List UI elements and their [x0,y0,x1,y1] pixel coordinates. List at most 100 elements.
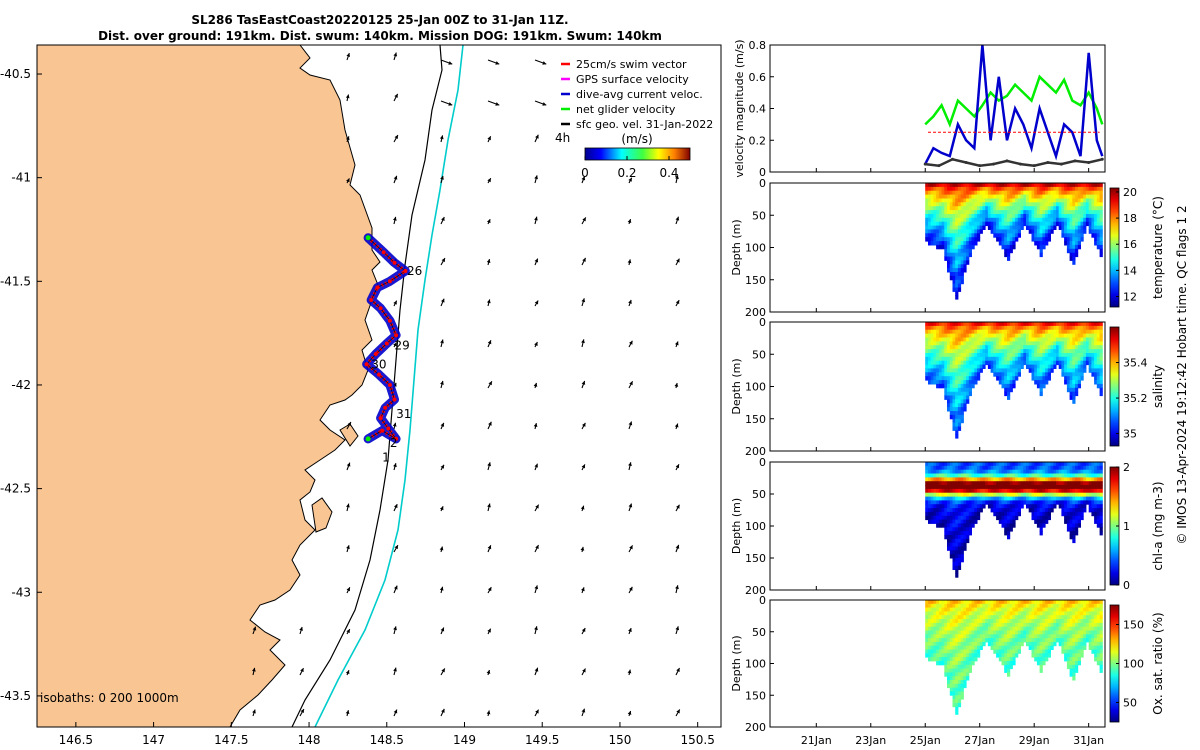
oxygen-cell [1094,611,1098,616]
temperature-cell [955,279,959,285]
oxygen-cell [1028,600,1032,605]
salinity-cell [971,322,975,327]
oxygen-cell [1015,638,1019,643]
chla-cell [941,492,945,497]
oxygen-cell [998,657,1002,662]
chla-cell [1047,465,1051,471]
temperature-cell [1072,256,1076,261]
chla-cell [1015,508,1019,513]
salinity-cell [933,353,937,358]
salinity-cell [941,364,945,369]
oxygen-cell [1066,657,1071,662]
salinity-cell [1009,349,1013,354]
oxygen-cell [977,626,981,631]
salinity-cell [1034,329,1038,335]
salinity-cell [952,426,956,431]
salinity-cell [947,395,951,400]
oxygen-cell [963,615,967,620]
chla-cell [1001,511,1005,517]
temperature-cell [1069,210,1073,215]
temperature-cell [955,206,959,211]
chla-cell [941,511,945,517]
oxygen-cell [949,626,953,631]
salinity-cell [933,333,937,338]
salinity-cell [1009,329,1013,335]
oxygen-cell [1050,607,1054,612]
salinity-cell [963,395,967,400]
temperature-cell [1099,244,1103,250]
temperature-cell [1099,248,1103,254]
oxygen-cell [1015,607,1019,612]
oxygen-cell [1020,603,1024,609]
salinity-cell [1031,356,1035,362]
salinity-cell [968,329,972,335]
oxygen-cell [977,619,981,624]
salinity-cell [938,383,943,389]
oxygen-cell [1026,638,1030,643]
current-vector-head [628,503,633,508]
chla-cell [955,542,959,547]
temperature-cell [1012,198,1016,203]
chla-cell [1053,462,1057,467]
temperature-cell [1028,210,1032,215]
salinity-cell [1042,333,1046,338]
temperature-cell [1075,202,1079,207]
oxygen-cell [971,657,975,662]
chla-cell [1075,531,1079,536]
temperature-cell [1066,202,1071,207]
chla-cell [1007,462,1011,467]
temperature-cell [1064,217,1068,223]
temperature-cell [957,248,962,254]
salinity-cell [1083,353,1087,358]
oxygen-cell [985,630,989,635]
chla-cell [1091,481,1095,486]
oxygen-cell [1031,653,1035,658]
chla-cell [1028,477,1032,482]
oxygen-cell [1036,630,1041,635]
oxygen-cell [1045,638,1049,643]
oxygen-cell [1056,630,1060,635]
temperature-cell [1042,202,1046,207]
temperature-cell [977,210,981,215]
oxygen-cell [1069,611,1073,616]
current-vector-head [346,587,350,592]
chla-cell [928,492,932,497]
chla-cell [949,538,953,544]
salinity-cell [1069,322,1073,327]
chla-cell [1004,523,1008,528]
chla-cell [1036,523,1041,528]
current-vector-head [674,383,679,387]
oxygen-cell [1072,600,1076,605]
oxygen-cell [1088,607,1092,612]
salinity-cell [1088,356,1092,362]
salinity-cell [990,337,994,342]
temperature-cell [1009,202,1013,207]
chla-cell [1058,465,1062,471]
oxygen-cell [1077,600,1081,605]
temperature-cell [1036,241,1041,246]
oxygen-cell [1091,626,1095,631]
chla-cell [1031,488,1035,494]
chla-cell [938,492,943,497]
chla-cell [987,462,992,467]
temperature-cell [1004,214,1008,219]
salinity-cell [952,360,956,366]
salinity-cell [949,360,953,366]
temperature-cell [1080,210,1084,215]
oxygen-cell [955,683,959,689]
oxygen-cell [968,611,972,616]
temperature-cell [998,186,1002,192]
oxygen-cell [1047,630,1051,635]
temperature-cell [1042,214,1046,219]
temperature-cell [963,206,967,211]
chla-cell [952,561,956,567]
chla-cell [957,496,962,501]
salinity-cell [1085,325,1090,331]
oxygen-cell [944,611,948,616]
temperature-cell [1007,217,1011,223]
oxygen-cell [947,619,951,624]
temperature-cell [1036,233,1041,238]
oxygen-cell [1017,638,1021,643]
salinity-cell [1034,322,1038,327]
temperature-cell [1017,217,1021,223]
